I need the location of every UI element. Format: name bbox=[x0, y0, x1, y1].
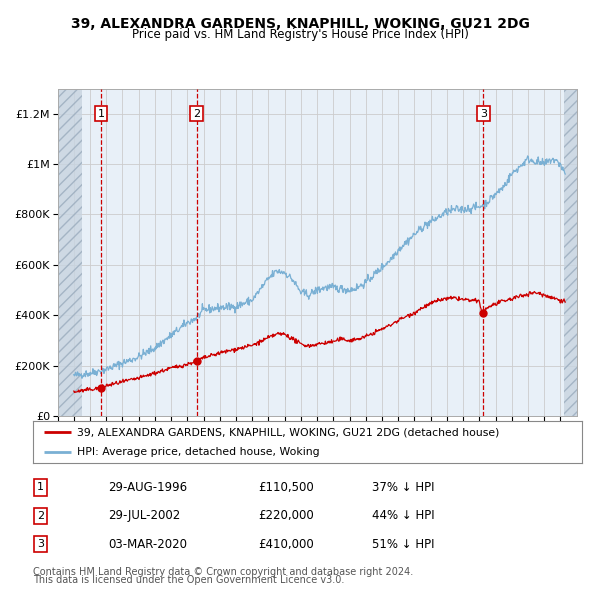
Text: 37% ↓ HPI: 37% ↓ HPI bbox=[372, 481, 434, 494]
Text: Contains HM Land Registry data © Crown copyright and database right 2024.: Contains HM Land Registry data © Crown c… bbox=[33, 567, 413, 577]
Text: 03-MAR-2020: 03-MAR-2020 bbox=[108, 537, 187, 550]
Text: 2: 2 bbox=[193, 109, 200, 119]
Text: £220,000: £220,000 bbox=[258, 509, 314, 522]
Text: 29-JUL-2002: 29-JUL-2002 bbox=[108, 509, 180, 522]
Bar bbox=[58, 88, 82, 416]
Text: 1: 1 bbox=[97, 109, 104, 119]
Text: 2: 2 bbox=[37, 511, 44, 521]
Text: 44% ↓ HPI: 44% ↓ HPI bbox=[372, 509, 434, 522]
Text: This data is licensed under the Open Government Licence v3.0.: This data is licensed under the Open Gov… bbox=[33, 575, 344, 585]
Text: 39, ALEXANDRA GARDENS, KNAPHILL, WOKING, GU21 2DG: 39, ALEXANDRA GARDENS, KNAPHILL, WOKING,… bbox=[71, 17, 529, 31]
Text: 29-AUG-1996: 29-AUG-1996 bbox=[108, 481, 187, 494]
Text: £410,000: £410,000 bbox=[258, 537, 314, 550]
Text: HPI: Average price, detached house, Woking: HPI: Average price, detached house, Woki… bbox=[77, 447, 320, 457]
Text: Price paid vs. HM Land Registry's House Price Index (HPI): Price paid vs. HM Land Registry's House … bbox=[131, 28, 469, 41]
Text: 3: 3 bbox=[37, 539, 44, 549]
Text: 51% ↓ HPI: 51% ↓ HPI bbox=[372, 537, 434, 550]
Text: 1: 1 bbox=[37, 483, 44, 493]
Text: 39, ALEXANDRA GARDENS, KNAPHILL, WOKING, GU21 2DG (detached house): 39, ALEXANDRA GARDENS, KNAPHILL, WOKING,… bbox=[77, 427, 499, 437]
Text: 3: 3 bbox=[480, 109, 487, 119]
Text: £110,500: £110,500 bbox=[258, 481, 314, 494]
Bar bbox=[563, 88, 577, 416]
